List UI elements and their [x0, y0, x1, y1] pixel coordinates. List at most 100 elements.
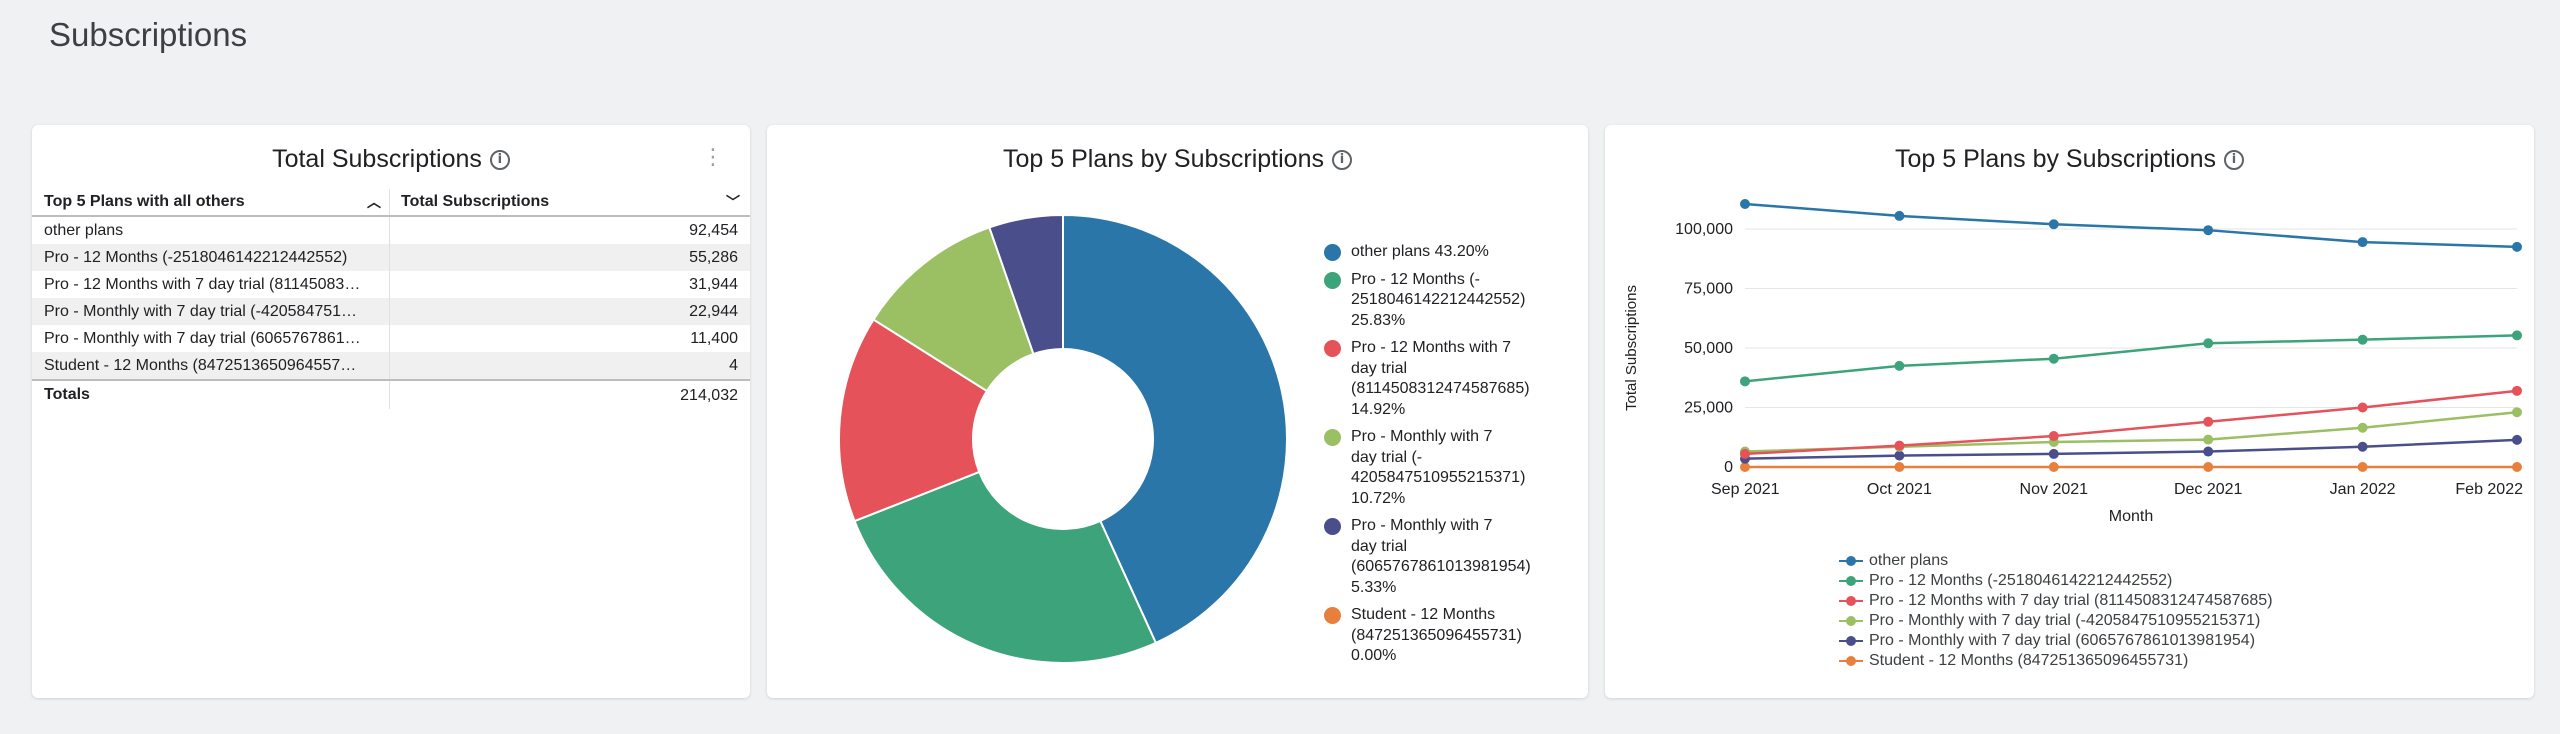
table-cell-total: 55,286 — [689, 249, 738, 266]
data-point-other[interactable] — [1740, 199, 1750, 210]
table-cell-plan: Pro - Monthly with 7 day trial (-4205847… — [32, 298, 390, 325]
line-legend-item-pro12[interactable]: Pro - 12 Months (-2518046142212442552) — [1839, 571, 2273, 591]
donut-legend-item-student[interactable]: Student - 12 Months (847251365096455731)… — [1324, 605, 1564, 667]
data-point-promonthlytrial[interactable] — [2048, 448, 2059, 459]
line-legend-label: Pro - 12 Months with 7 day trial (811450… — [1869, 592, 2273, 609]
plans-line-card: Top 5 Plans by Subscriptions i 0 25,000 50,… — [1605, 125, 2534, 698]
data-point-pro12[interactable] — [1740, 376, 1750, 387]
line-legend-item-other[interactable]: other plans — [1839, 551, 2273, 571]
data-point-pro12trial[interactable] — [2203, 416, 2214, 427]
series-line-pro12trial[interactable] — [1744, 389, 2518, 456]
table-body: other plans 92,454 Pro - 12 Months (-25180… — [32, 217, 750, 379]
data-point-student[interactable] — [1894, 462, 1905, 472]
column-header-plan-label: Top 5 Plans with all others — [44, 193, 245, 210]
donut-legend-label: Pro - Monthly with 7 day trial (60657678… — [1351, 517, 1531, 596]
donut-slice-pro12[interactable] — [853, 470, 1158, 664]
x-tick-label: Nov 2021 — [2020, 481, 2089, 498]
donut-legend-item-promonthly[interactable]: Pro - Monthly with 7 day trial (- 420584… — [1324, 427, 1564, 509]
donut-legend-item-pro12trial[interactable]: Pro - 12 Months with 7 day trial (811450… — [1324, 338, 1564, 420]
y-tick-label: 100,000 — [1675, 221, 1733, 238]
y-tick-label: 50,000 — [1684, 340, 1733, 357]
donut-slice-pro12trial[interactable] — [838, 318, 989, 523]
line-card-title-wrap: Top 5 Plans by Subscriptions i — [1605, 145, 2534, 174]
x-tick-label: Oct 2021 — [1867, 481, 1932, 498]
line-legend-label: Pro - 12 Months (-2518046142212442552) — [1869, 572, 2173, 589]
series-line-promonthlytrial[interactable] — [1744, 438, 2518, 460]
donut-slice-other[interactable] — [1062, 213, 1288, 645]
table-cell-total: 11,400 — [690, 330, 738, 347]
data-point-promonthly[interactable] — [2512, 407, 2522, 418]
y-tick-label: 25,000 — [1684, 400, 1733, 417]
line-card-title: Top 5 Plans by Subscriptions — [1894, 145, 2216, 173]
data-point-other[interactable] — [2048, 219, 2059, 230]
y-tick-label: 0 — [1724, 459, 1733, 476]
data-point-other[interactable] — [1894, 210, 1905, 221]
legend-dot — [1324, 518, 1341, 535]
data-point-pro12trial[interactable] — [2048, 431, 2059, 442]
table-cell-plan: other plans — [32, 217, 390, 244]
data-point-promonthly[interactable] — [2203, 434, 2214, 445]
donut-slice-promonthlytrial[interactable] — [988, 213, 1064, 356]
line-legend-item-promonthlytrial[interactable]: Pro - Monthly with 7 day trial (60657678… — [1839, 631, 2273, 651]
donut-chart — [838, 213, 1288, 664]
data-point-pro12trial[interactable] — [2357, 402, 2368, 413]
table-row[interactable]: Pro - Monthly with 7 day trial (60657678… — [32, 325, 750, 352]
y-axis-label: Total Subscriptions — [1623, 285, 1640, 411]
data-point-student[interactable] — [2512, 461, 2522, 472]
data-point-promonthlytrial[interactable] — [2357, 441, 2368, 452]
data-point-pro12trial[interactable] — [1894, 440, 1905, 451]
chevron-down-icon[interactable]: ﹀ — [726, 195, 740, 211]
legend-dot — [1324, 271, 1341, 289]
data-point-pro12trial[interactable] — [1740, 448, 1750, 459]
line-chart: 0 25,000 50,000 75,000 100,000 Sep 2021 Oct 20… — [1623, 199, 2523, 525]
data-point-promonthlytrial[interactable] — [2203, 446, 2214, 457]
table-cell-plan: Pro - 12 Months with 7 day trial (811450… — [32, 271, 390, 298]
table-cell-plan: Student - 12 Months (84725136509645­57… — [32, 352, 390, 379]
line-legend-item-promonthly[interactable]: Pro - Monthly with 7 day trial (-4205847… — [1839, 611, 2273, 631]
donut-legend: other plans 43.20% Pro - 12 Months (- 251… — [1324, 242, 1564, 674]
x-tick-label: Sep 2021 — [1711, 481, 1780, 498]
table-row[interactable]: Pro - 12 Months (-2518046142212442552) 55… — [32, 244, 750, 271]
column-header-plan[interactable]: Top 5 Plans with all others ︿ — [32, 189, 390, 215]
data-point-student[interactable] — [2203, 462, 2214, 472]
data-point-pro12[interactable] — [2512, 330, 2522, 341]
table-row[interactable]: Pro - Monthly with 7 day trial (-4205847… — [32, 298, 750, 325]
column-header-total-label: Total Subscriptions — [401, 193, 550, 210]
data-point-other[interactable] — [2203, 225, 2214, 236]
data-point-pro12[interactable] — [2357, 334, 2368, 345]
table-row[interactable]: other plans 92,454 — [32, 217, 750, 244]
data-point-other[interactable] — [2512, 241, 2522, 252]
data-point-student[interactable] — [1740, 462, 1750, 472]
subscriptions-table: Top 5 Plans with all others ︿ Total Subs… — [32, 189, 750, 409]
data-point-other[interactable] — [2357, 237, 2368, 248]
data-point-pro12trial[interactable] — [2512, 385, 2522, 396]
column-header-total[interactable]: Total Subscriptions ﹀ — [390, 189, 750, 215]
series-line-pro12[interactable] — [1744, 334, 2518, 383]
data-point-promonthlytrial[interactable] — [2512, 434, 2522, 445]
info-icon[interactable]: i — [489, 150, 510, 171]
data-point-promonthly[interactable] — [2357, 422, 2368, 433]
table-row[interactable]: Pro - 12 Months with 7 day trial (811450… — [32, 271, 750, 298]
donut-legend-item-promonthlytrial[interactable]: Pro - Monthly with 7 day trial (60657678… — [1324, 516, 1564, 598]
data-point-student[interactable] — [2048, 462, 2059, 472]
info-icon[interactable]: i — [2224, 150, 2244, 171]
donut-legend-item-pro12[interactable]: Pro - 12 Months (- 2518046142212442552) … — [1324, 270, 1564, 332]
line-legend-item-student[interactable]: Student - 12 Months (847251365096455731) — [1839, 651, 2273, 671]
series-line-other[interactable] — [1744, 202, 2518, 249]
donut-legend-item-other[interactable]: other plans 43.20% — [1324, 242, 1564, 263]
data-point-pro12[interactable] — [2203, 338, 2214, 349]
data-point-pro12[interactable] — [1894, 360, 1905, 371]
legend-symbol — [1839, 635, 1863, 647]
data-point-pro12[interactable] — [2048, 353, 2059, 364]
donut-slice-promonthly[interactable] — [872, 226, 1035, 393]
table-cell-total: 92,454 — [689, 222, 738, 239]
sort-ascending-icon[interactable]: ︿ — [367, 195, 381, 211]
legend-symbol — [1839, 655, 1863, 667]
more-options-icon[interactable]: ⋮ — [702, 145, 724, 170]
table-row[interactable]: Student - 12 Months (84725136509645­57… 4 — [32, 352, 750, 379]
data-point-promonthlytrial[interactable] — [1894, 450, 1905, 461]
line-legend-label: Pro - Monthly with 7 day trial (60657678… — [1869, 632, 2256, 649]
line-legend-item-pro12trial[interactable]: Pro - 12 Months with 7 day trial (811450… — [1839, 591, 2273, 611]
data-point-student[interactable] — [2357, 462, 2368, 472]
info-icon[interactable]: i — [1332, 150, 1352, 171]
